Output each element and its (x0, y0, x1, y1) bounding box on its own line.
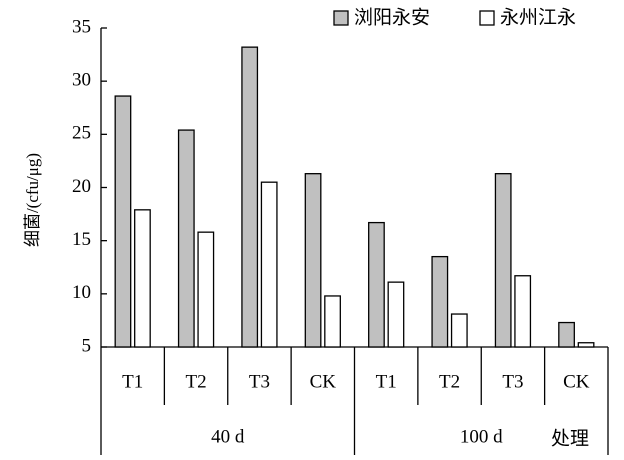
y-tick-label: 5 (82, 335, 92, 356)
x-axis-label: 处理 (551, 427, 589, 449)
x-tick-label: T2 (439, 371, 460, 392)
bar (368, 221, 385, 348)
bar (494, 173, 512, 348)
legend-label: 浏阳永安 (354, 6, 430, 28)
x-tick-label: T2 (186, 371, 207, 392)
bar (324, 295, 341, 348)
bar (197, 231, 215, 348)
bar (577, 342, 595, 348)
y-tick-label: 20 (72, 176, 91, 197)
bar (450, 313, 468, 348)
legend-swatch (333, 10, 349, 26)
y-tick-label: 25 (72, 123, 91, 144)
bar (387, 281, 405, 348)
x-tick-label: T1 (122, 371, 143, 392)
y-tick-label: 35 (72, 16, 91, 37)
y-tick-label: 30 (72, 70, 91, 91)
group-label: 100 d (460, 426, 503, 447)
bar (260, 181, 278, 348)
legend-swatch (479, 10, 495, 26)
y-tick-label: 15 (72, 229, 91, 250)
legend-label: 永州江永 (500, 6, 576, 28)
bar (558, 321, 575, 348)
bar (241, 46, 259, 348)
y-tick-label: 10 (72, 282, 91, 303)
x-tick-label: CK (310, 371, 337, 392)
x-tick-label: T3 (502, 371, 523, 392)
x-tick-label: T3 (249, 371, 270, 392)
bar (431, 255, 449, 348)
bar (134, 209, 151, 348)
group-label: 40 d (211, 426, 245, 447)
bar (177, 129, 195, 348)
y-axis-label: 细菌/(cfu/μg) (23, 153, 42, 247)
x-tick-label: T1 (376, 371, 397, 392)
bar (304, 173, 322, 348)
bar (514, 275, 532, 348)
x-tick-label: CK (563, 371, 590, 392)
bar (114, 95, 132, 348)
